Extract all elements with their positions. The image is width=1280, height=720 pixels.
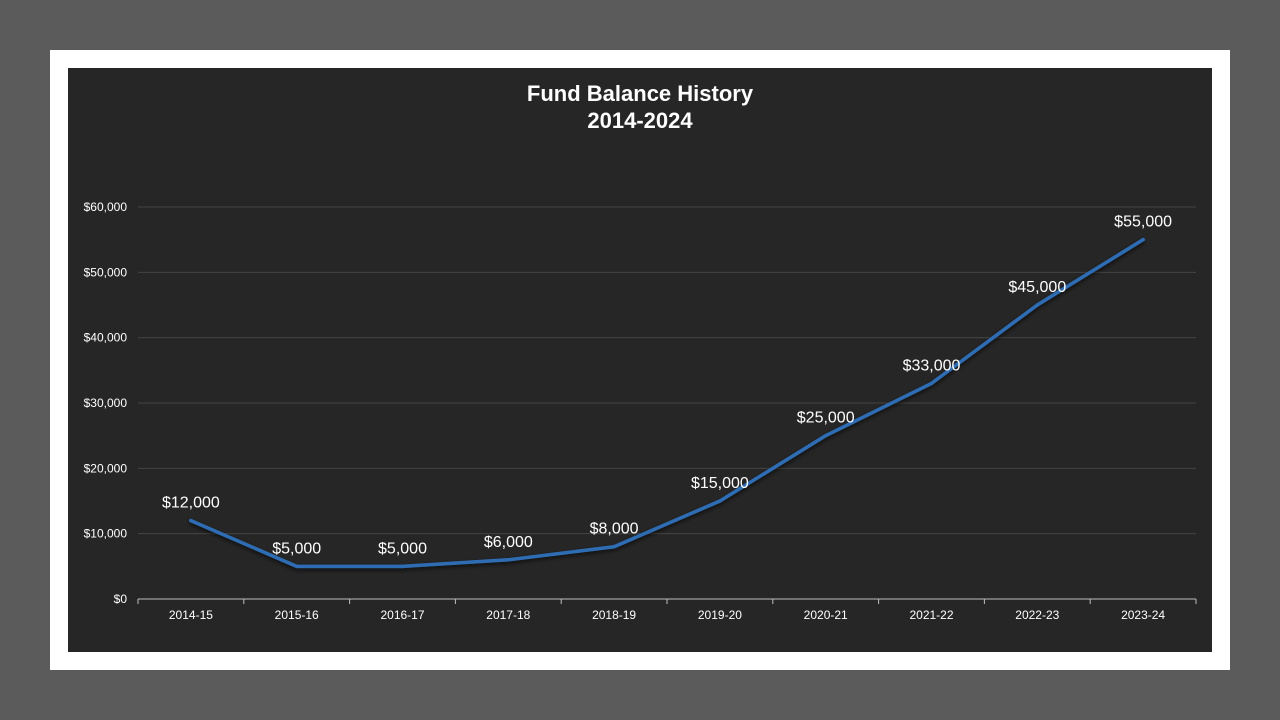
x-tick-label: 2022-23 bbox=[1015, 608, 1059, 622]
x-tick-label: 2015-16 bbox=[275, 608, 319, 622]
data-label: $33,000 bbox=[903, 357, 961, 374]
data-point bbox=[718, 499, 722, 503]
y-tick-label: $30,000 bbox=[84, 396, 128, 410]
data-point bbox=[294, 564, 299, 569]
data-label: $55,000 bbox=[1114, 214, 1172, 231]
line-chart: $0 $10,000 $20,000 $30,000 $40,000 $50,000 $60… bbox=[84, 200, 1197, 622]
data-point bbox=[1035, 303, 1040, 307]
x-tick-label: 2017-18 bbox=[486, 608, 530, 622]
y-tick-label: $50,000 bbox=[84, 265, 128, 279]
y-tick-label: $10,000 bbox=[84, 527, 128, 541]
x-tick-label: 2020-21 bbox=[804, 608, 848, 622]
data-label: $5,000 bbox=[272, 540, 321, 557]
data-point bbox=[189, 518, 193, 523]
y-tick-label: $40,000 bbox=[84, 331, 128, 345]
data-point bbox=[612, 544, 616, 549]
y-tick-label: $60,000 bbox=[84, 200, 128, 214]
chart-title: Fund Balance History bbox=[526, 81, 754, 106]
x-tick-label: 2019-20 bbox=[698, 608, 742, 622]
data-point bbox=[400, 564, 405, 569]
chart-frame: Fund Balance History 2014-2024 $0 $10,000… bbox=[50, 50, 1230, 670]
data-label: $12,000 bbox=[162, 495, 220, 512]
chart-title-block: Fund Balance History 2014-2024 bbox=[68, 80, 1212, 134]
data-point bbox=[1141, 237, 1145, 242]
data-label: $15,000 bbox=[691, 475, 749, 492]
x-tick-label: 2018-19 bbox=[592, 608, 636, 622]
data-point bbox=[929, 381, 934, 386]
data-label: $5,000 bbox=[378, 540, 427, 557]
data-point bbox=[823, 433, 828, 438]
x-tick-label: 2014-15 bbox=[169, 608, 213, 622]
x-tick-label: 2021-22 bbox=[909, 608, 953, 622]
y-tick-label: $20,000 bbox=[84, 461, 128, 475]
chart-subtitle: 2014-2024 bbox=[587, 108, 693, 133]
data-label: $25,000 bbox=[797, 410, 855, 427]
y-tick-label: $0 bbox=[114, 592, 128, 606]
x-tick-label: 2016-17 bbox=[380, 608, 424, 622]
data-label: $45,000 bbox=[1008, 279, 1066, 296]
data-label: $6,000 bbox=[484, 534, 533, 551]
data-point bbox=[506, 558, 511, 562]
data-label: $8,000 bbox=[590, 521, 639, 538]
x-tick-label: 2023-24 bbox=[1121, 608, 1165, 622]
series-line bbox=[189, 237, 1145, 569]
chart-panel: Fund Balance History 2014-2024 $0 $10,000… bbox=[68, 68, 1212, 652]
